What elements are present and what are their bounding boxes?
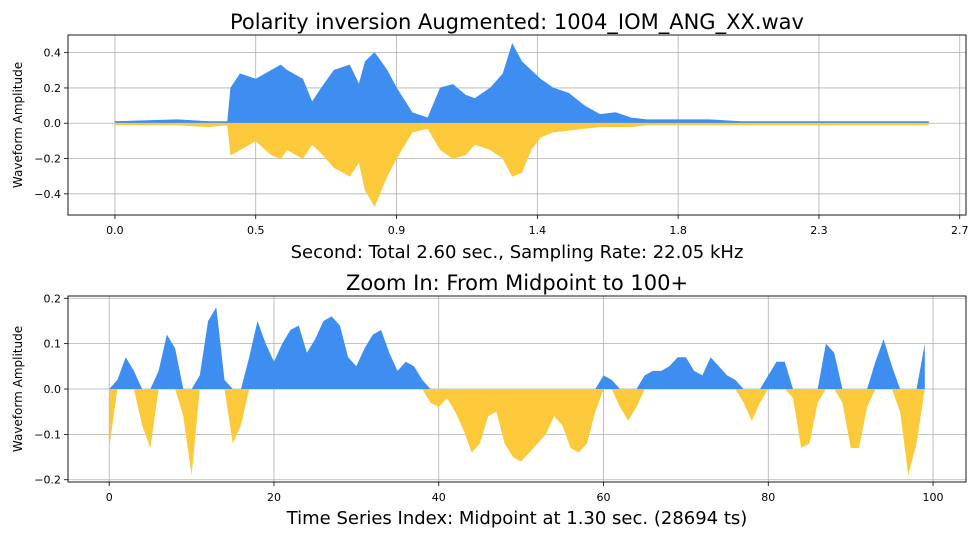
y-axis-label: Waveform Amplitude <box>11 62 25 188</box>
waveform-series <box>109 307 925 476</box>
x-tick-label: 0.5 <box>247 224 265 237</box>
x-tick-label: 0.0 <box>106 224 124 237</box>
waveform-series <box>114 43 929 207</box>
negative-amplitude-area <box>114 122 929 207</box>
x-tick-label: 2.3 <box>810 224 828 237</box>
x-tick-label: 20 <box>267 491 281 504</box>
y-tick-label: −0.4 <box>34 188 61 201</box>
x-tick-label: 2.7 <box>951 224 969 237</box>
negative-amplitude-area <box>109 389 925 476</box>
x-tick-label: 40 <box>432 491 446 504</box>
y-tick-label: −0.2 <box>34 474 61 487</box>
positive-amplitude-area <box>109 307 925 389</box>
y-tick-label: 0.4 <box>44 47 62 60</box>
chart-title: Polarity inversion Augmented: 1004_IOM_A… <box>230 10 804 35</box>
x-tick-label: 0.9 <box>388 224 406 237</box>
x-axis-label: Second: Total 2.60 sec., Sampling Rate: … <box>291 242 744 263</box>
y-tick-label: −0.1 <box>34 428 61 441</box>
y-tick-label: 0.2 <box>44 292 62 305</box>
axes-frame <box>67 34 967 216</box>
y-axis-label: Waveform Amplitude <box>11 326 25 452</box>
x-tick-label: 0 <box>106 491 113 504</box>
positive-amplitude-area <box>114 43 929 124</box>
y-tick-label: 0.0 <box>44 383 62 396</box>
x-axis-label: Time Series Index: Midpoint at 1.30 sec.… <box>286 508 748 529</box>
x-tick-label: 100 <box>923 491 944 504</box>
y-tick-label: 0.2 <box>44 82 62 95</box>
chart-title: Zoom In: From Midpoint to 100+ <box>346 271 688 295</box>
x-tick-label: 1.4 <box>529 224 547 237</box>
y-tick-label: 0.0 <box>44 117 62 130</box>
axes-frame <box>67 295 967 483</box>
top-waveform-axes: 0.0 0.5 0.9 1.4 1.8 2.3 2.7 −0.4 −0.2 0.0 0.2 0.4 Po… <box>11 10 968 263</box>
x-tick-label: 1.8 <box>669 224 687 237</box>
y-tick-label: 0.1 <box>44 338 62 351</box>
x-tick-label: 60 <box>597 491 611 504</box>
zoom-waveform-axes: 0 20 40 60 80 100 −0.2 −0.1 0.0 0.1 0.2 Zoom In: Fr… <box>11 271 967 529</box>
y-tick-label: −0.2 <box>34 153 61 166</box>
x-tick-label: 80 <box>761 491 775 504</box>
